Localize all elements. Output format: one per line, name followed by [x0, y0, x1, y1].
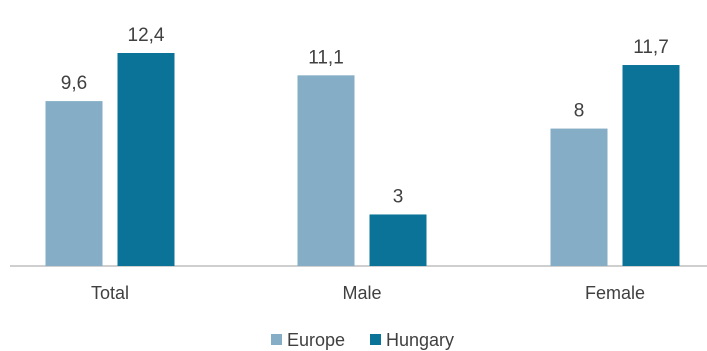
bar-europe-total — [45, 101, 103, 266]
legend-swatch-europe — [271, 334, 282, 345]
legend-label-europe: Europe — [287, 330, 345, 350]
data-label-hungary-male: 3 — [393, 186, 404, 207]
category-label-total: Total — [91, 283, 129, 303]
bar-hungary-total — [117, 53, 175, 266]
data-label-europe-male: 11,1 — [308, 47, 344, 68]
legend: Europe Hungary — [271, 330, 454, 350]
category-label-female: Female — [585, 283, 645, 303]
data-label-europe-female: 8 — [574, 101, 585, 122]
bar-europe-male — [297, 75, 355, 266]
value-labels-group: 9,6 12,4 11,1 3 8 11,7 — [61, 25, 669, 207]
bars-group — [45, 53, 680, 266]
legend-label-hungary: Hungary — [386, 330, 454, 350]
category-label-male: Male — [342, 283, 381, 303]
data-label-hungary-total: 12,4 — [128, 25, 165, 46]
legend-swatch-hungary — [370, 334, 381, 345]
category-labels-group: Total Male Female — [91, 283, 645, 303]
bar-hungary-female — [622, 65, 680, 266]
data-label-hungary-female: 11,7 — [633, 37, 669, 58]
bar-hungary-male — [369, 214, 427, 266]
bar-europe-female — [550, 128, 608, 266]
data-label-europe-total: 9,6 — [61, 73, 87, 94]
